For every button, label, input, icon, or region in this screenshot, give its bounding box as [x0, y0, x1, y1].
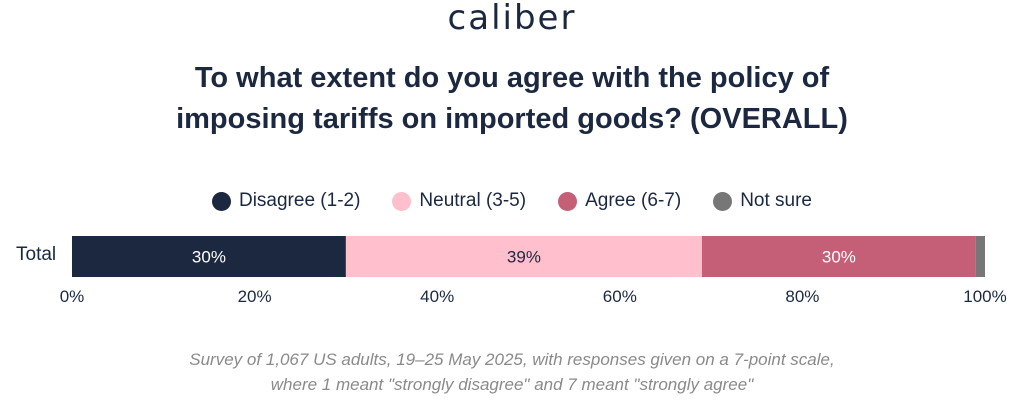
bar-segment-agree-6-7 — [701, 236, 976, 277]
legend-label-not-sure: Not sure — [740, 190, 812, 211]
chart-title: To what extent do you agree with the pol… — [0, 58, 1024, 140]
chart-title-line-1: To what extent do you agree with the pol… — [194, 62, 830, 94]
footnote-line-2: where 1 meant "strongly disagree" and 7 … — [270, 375, 754, 394]
x-tick-label: 0% — [60, 287, 85, 306]
chart-footnote: Survey of 1,067 US adults, 19–25 May 202… — [0, 347, 1024, 397]
bar-segment-neutral-3-5 — [345, 236, 702, 277]
x-tick-label: 60% — [603, 287, 637, 306]
legend-item-not-sure: Not sure — [713, 190, 812, 212]
legend-item-neutral: Neutral (3-5) — [392, 190, 526, 212]
data-label-0: 30% — [192, 248, 226, 267]
legend-label-disagree: Disagree (1-2) — [238, 190, 361, 211]
data-label-1: 39% — [507, 248, 541, 267]
stacked-bar-chart: 30% 39% 30% 0% 20% 40% 60% 80% 100% — [60, 236, 1007, 306]
x-tick-label: 20% — [238, 287, 272, 306]
bar-segment-disagree-1-2 — [72, 236, 346, 277]
bar-segment-not-sure — [975, 236, 985, 277]
legend-swatch-not-sure — [713, 191, 733, 211]
legend-swatch-agree — [558, 191, 578, 211]
data-label-2: 30% — [822, 248, 856, 267]
legend-item-disagree: Disagree (1-2) — [211, 190, 361, 212]
brand-logo: caliber — [447, 0, 577, 38]
x-tick-label: 100% — [963, 287, 1006, 306]
category-label-total: Total — [16, 244, 57, 265]
x-tick-label: 80% — [785, 287, 819, 306]
legend-label-neutral: Neutral (3-5) — [419, 190, 527, 211]
x-tick-label: 40% — [420, 287, 454, 306]
footnote-line-1: Survey of 1,067 US adults, 19–25 May 202… — [189, 350, 835, 369]
chart-title-line-2: imposing tariffs on imported goods? (OVE… — [176, 103, 848, 135]
legend-label-agree: Agree (6-7) — [585, 190, 682, 211]
legend-swatch-disagree — [211, 191, 231, 211]
chart-legend: Disagree (1-2) Neutral (3-5) Agree (6-7)… — [0, 187, 1024, 215]
legend-item-agree: Agree (6-7) — [558, 190, 681, 212]
legend-swatch-neutral — [392, 191, 412, 211]
